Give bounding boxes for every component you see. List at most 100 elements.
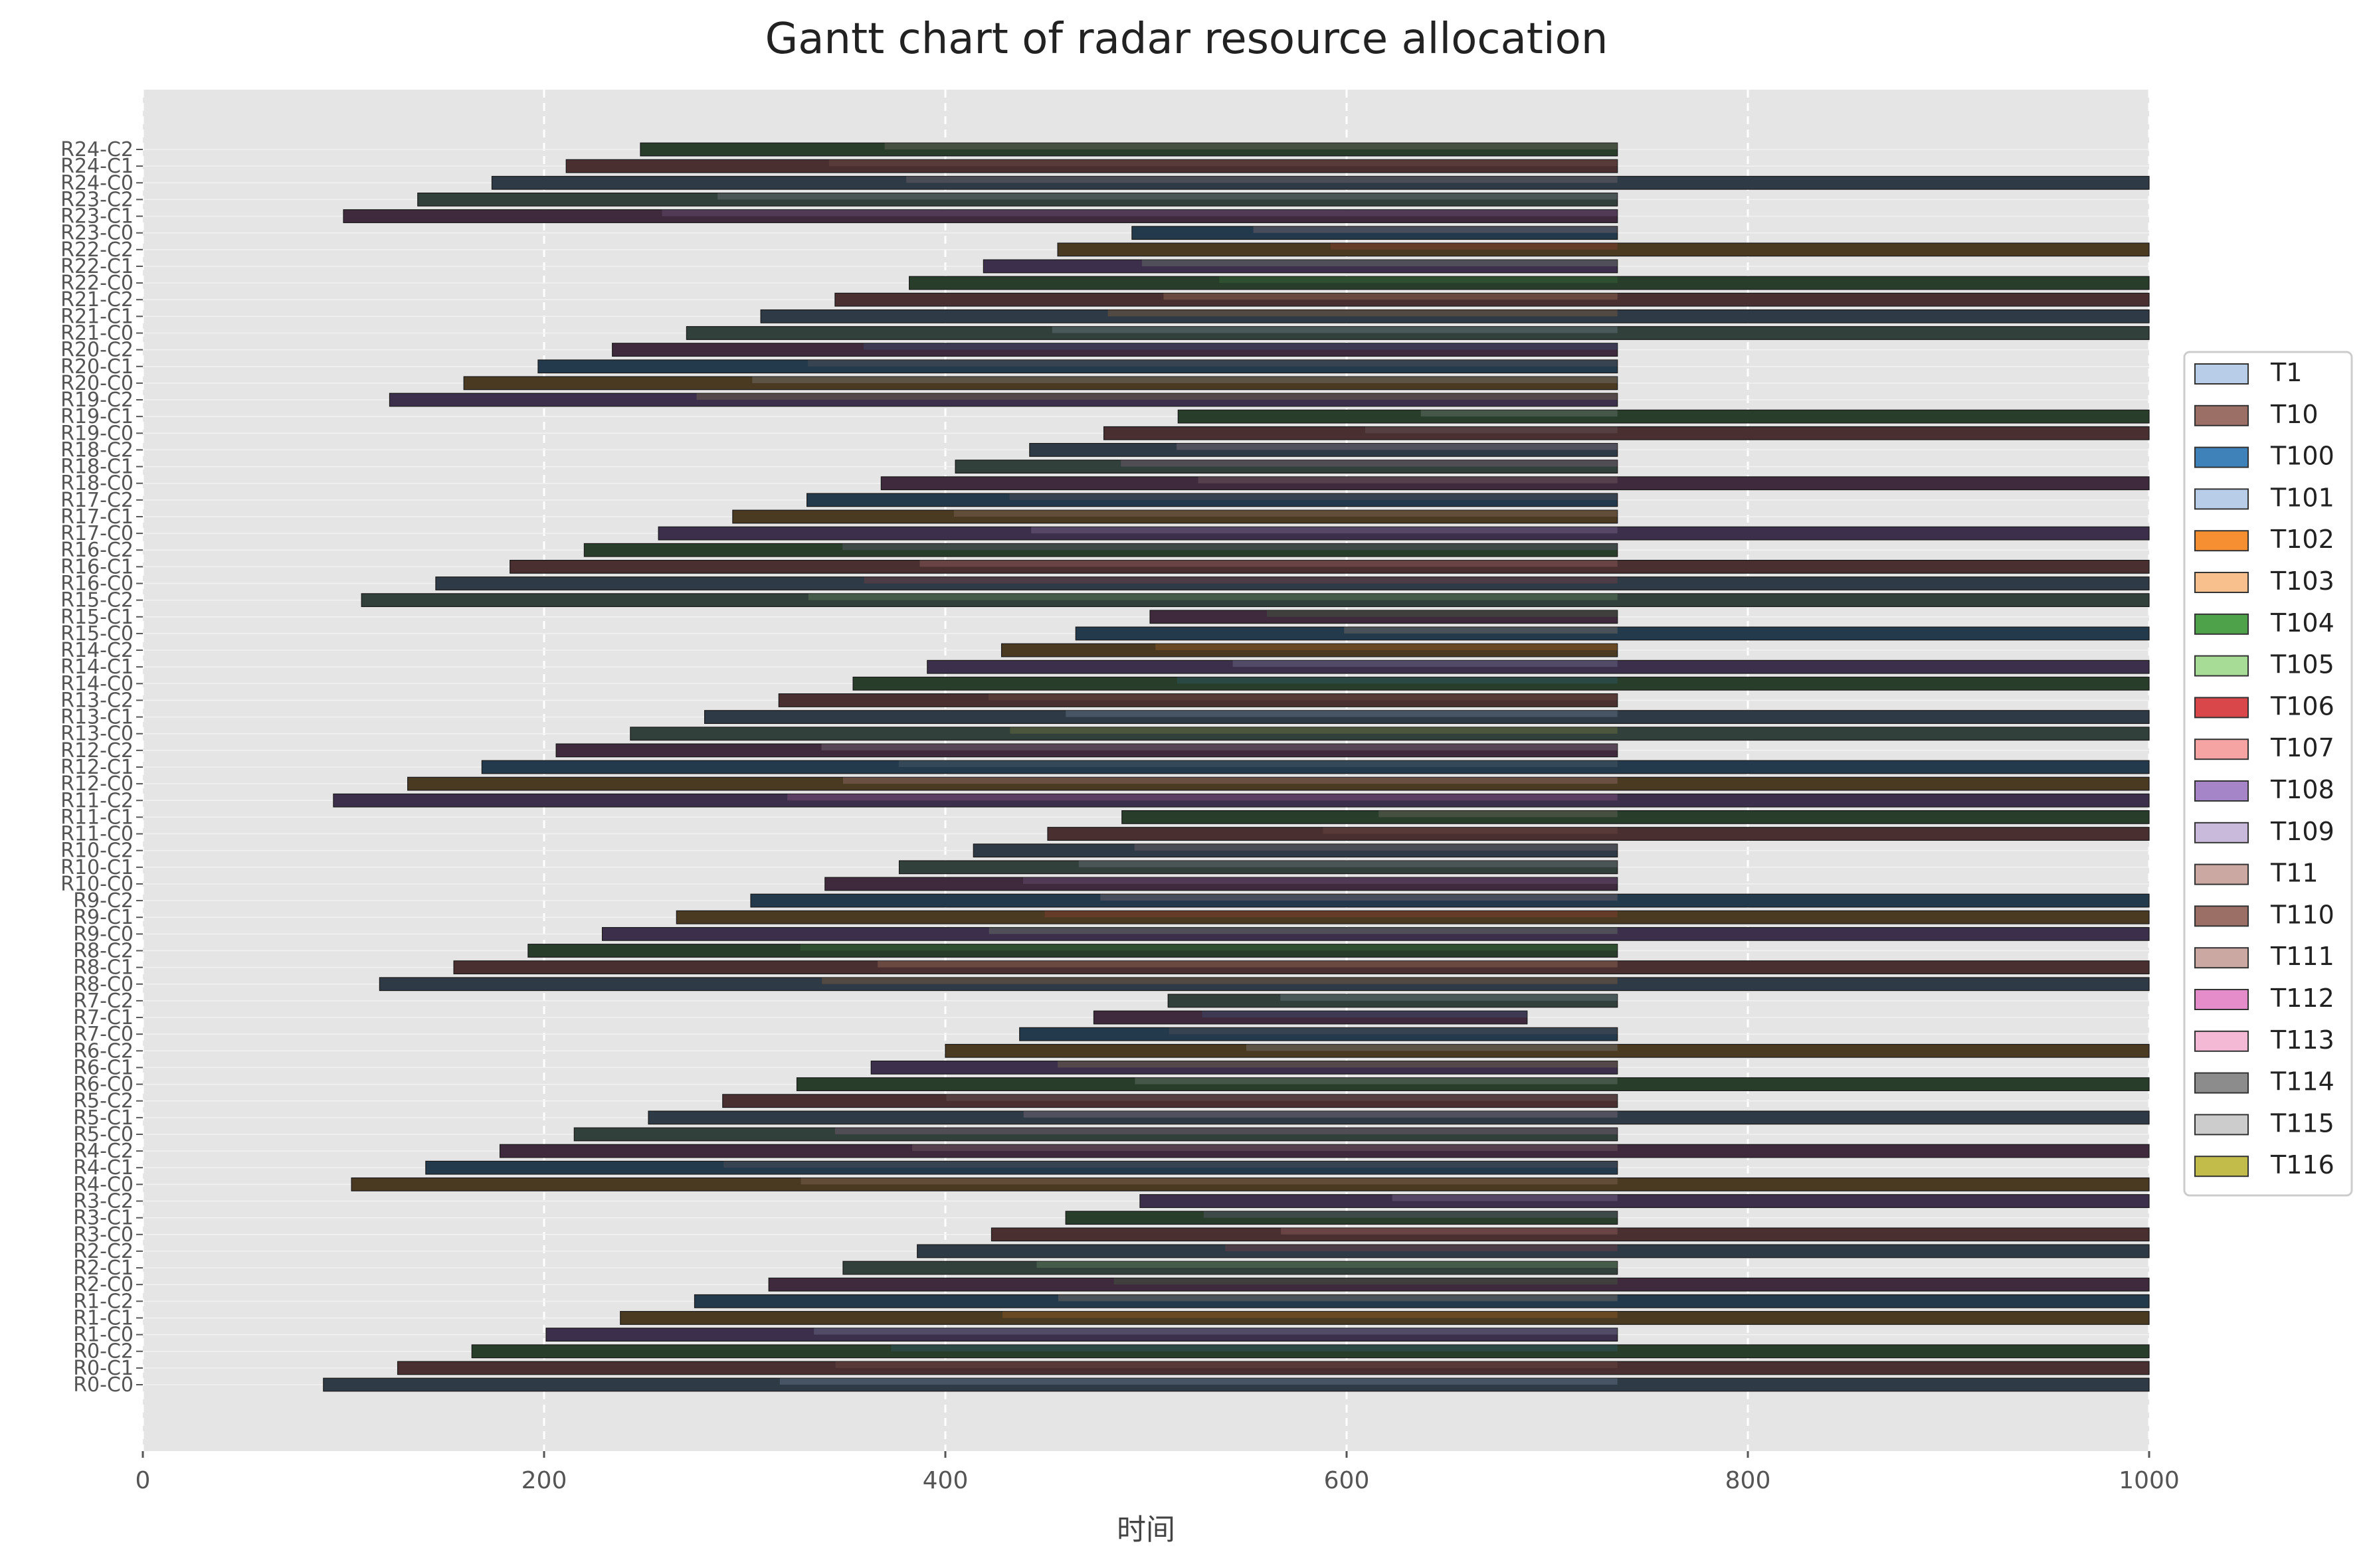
y-tick-label: R12-C2 bbox=[60, 739, 134, 762]
legend-swatch bbox=[2194, 947, 2249, 969]
gantt-bar bbox=[945, 1043, 2150, 1058]
gantt-bar-segment bbox=[953, 510, 1618, 517]
y-tick-label: R6-C0 bbox=[73, 1073, 134, 1096]
gantt-bar-segment bbox=[1246, 1044, 1618, 1051]
x-tick-label: 200 bbox=[522, 1467, 567, 1494]
gantt-bar bbox=[620, 1311, 2150, 1325]
gantt-bar bbox=[704, 710, 2150, 724]
gantt-bar bbox=[880, 476, 2150, 491]
gantt-bar-segment bbox=[1344, 627, 1618, 634]
y-tick-label: R10-C2 bbox=[60, 839, 134, 863]
legend-frame bbox=[2183, 351, 2353, 1197]
gantt-bar bbox=[1075, 626, 2150, 641]
gantt-bar bbox=[425, 1160, 1618, 1175]
gantt-bar bbox=[1103, 426, 2150, 440]
gantt-bar-segment bbox=[1365, 426, 1618, 434]
y-tick-label: R15-C2 bbox=[60, 589, 134, 612]
y-tick-label: R2-C1 bbox=[73, 1257, 134, 1280]
y-tick-label: R4-C1 bbox=[73, 1156, 134, 1179]
gantt-bar bbox=[824, 877, 1618, 891]
y-tick-label: R19-C1 bbox=[60, 405, 134, 428]
legend-swatch bbox=[2194, 905, 2249, 927]
gantt-bar bbox=[760, 309, 2150, 323]
gantt-bar bbox=[601, 926, 2150, 941]
y-tick-label: R9-C1 bbox=[73, 906, 134, 929]
y-tick-label: R7-C1 bbox=[73, 1006, 134, 1029]
gantt-bar-segment bbox=[1177, 677, 1618, 684]
gantt-bar bbox=[1167, 994, 1618, 1008]
gantt-bar bbox=[323, 1377, 2150, 1392]
y-tick-label: R2-C0 bbox=[73, 1273, 134, 1296]
gantt-bar-segment bbox=[1392, 1194, 1618, 1201]
gantt-bar-segment bbox=[1100, 894, 1618, 901]
gantt-bar-segment bbox=[1323, 827, 1618, 834]
gantt-bar bbox=[343, 209, 1618, 223]
gantt-bar bbox=[1000, 643, 1618, 657]
gantt-bar-segment bbox=[787, 794, 1618, 801]
gantt-bar bbox=[1065, 1211, 1618, 1225]
gantt-bar-segment bbox=[1121, 460, 1618, 467]
gantt-bar-segment bbox=[779, 1378, 1618, 1385]
gantt-bar-segment bbox=[898, 760, 1618, 767]
gantt-bar bbox=[955, 460, 1618, 474]
gantt-bar bbox=[1047, 827, 2150, 841]
legend-entry: T112 bbox=[2270, 984, 2334, 1013]
y-tick-label: R4-C0 bbox=[73, 1173, 134, 1196]
legend-entry: T100 bbox=[2270, 442, 2334, 471]
legend-swatch bbox=[2194, 1030, 2249, 1052]
legend-entry: T1 bbox=[2270, 358, 2302, 387]
gantt-bar-segment bbox=[989, 927, 1618, 934]
legend-swatch bbox=[2194, 1156, 2249, 1177]
legend-swatch bbox=[2194, 572, 2249, 593]
gantt-bar bbox=[676, 910, 2150, 924]
gantt-bar bbox=[499, 1144, 2150, 1158]
gantt-bar-segment bbox=[1203, 1211, 1618, 1218]
gantt-bar-segment bbox=[814, 1328, 1618, 1335]
gantt-bar bbox=[732, 509, 1618, 524]
legend-entry: T113 bbox=[2270, 1025, 2334, 1055]
gantt-bar bbox=[694, 1294, 2150, 1308]
y-tick-label: R21-C2 bbox=[60, 288, 134, 311]
gantt-bar-segment bbox=[842, 777, 1618, 784]
y-tick-label: R5-C0 bbox=[73, 1123, 134, 1146]
legend-entry: T110 bbox=[2270, 900, 2334, 929]
gantt-bar bbox=[491, 175, 2150, 190]
legend-swatch bbox=[2194, 863, 2249, 885]
gantt-bar-segment bbox=[1002, 1311, 1618, 1318]
gantt-bar bbox=[1139, 1194, 2150, 1208]
legend-entry: T106 bbox=[2270, 691, 2334, 721]
legend-entry: T102 bbox=[2270, 525, 2334, 554]
gantt-bar-segment bbox=[1023, 1111, 1618, 1118]
y-tick-label: R16-C0 bbox=[60, 572, 134, 596]
y-tick-label: R0-C0 bbox=[73, 1373, 134, 1397]
y-tick-label: R20-C1 bbox=[60, 355, 134, 379]
y-tick-label: R9-C2 bbox=[73, 889, 134, 913]
y-tick-label: R22-C0 bbox=[60, 272, 134, 295]
gantt-bar-segment bbox=[1219, 276, 1618, 284]
y-tick-label: R16-C2 bbox=[60, 539, 134, 562]
y-tick-label: R12-C1 bbox=[60, 756, 134, 779]
y-tick-label: R24-C2 bbox=[60, 138, 134, 161]
gantt-bar-segment bbox=[912, 1144, 1618, 1152]
gantt-bar bbox=[796, 1077, 2150, 1091]
legend: T1 T10 T100 T101 T102 T103 T104 T105 T106 T107 T10… bbox=[2183, 351, 2353, 1197]
gantt-bar bbox=[397, 1361, 2150, 1375]
gantt-bar-segment bbox=[863, 343, 1618, 350]
gantt-bar-segment bbox=[696, 393, 1618, 400]
gantt-bar bbox=[898, 860, 1618, 875]
gantt-bar-segment bbox=[662, 209, 1618, 217]
legend-entry: T107 bbox=[2270, 733, 2334, 762]
gantt-bar-segment bbox=[1107, 309, 1618, 317]
gantt-bar bbox=[648, 1110, 2150, 1125]
y-tick-label: R13-C2 bbox=[60, 689, 134, 712]
y-tick-label: R19-C0 bbox=[60, 422, 134, 445]
y-tick-label: R1-C2 bbox=[73, 1290, 134, 1313]
x-tick-labels: 0 200 400 600 800 1000 bbox=[136, 1451, 2180, 1494]
y-tick-label: R14-C2 bbox=[60, 639, 134, 662]
x-tick-label: 400 bbox=[923, 1467, 969, 1494]
gantt-bar bbox=[407, 776, 2150, 791]
gantt-bar-segment bbox=[828, 159, 1618, 167]
gantt-bar-segment bbox=[1202, 1011, 1527, 1018]
gantt-bar-segment bbox=[884, 143, 1618, 149]
